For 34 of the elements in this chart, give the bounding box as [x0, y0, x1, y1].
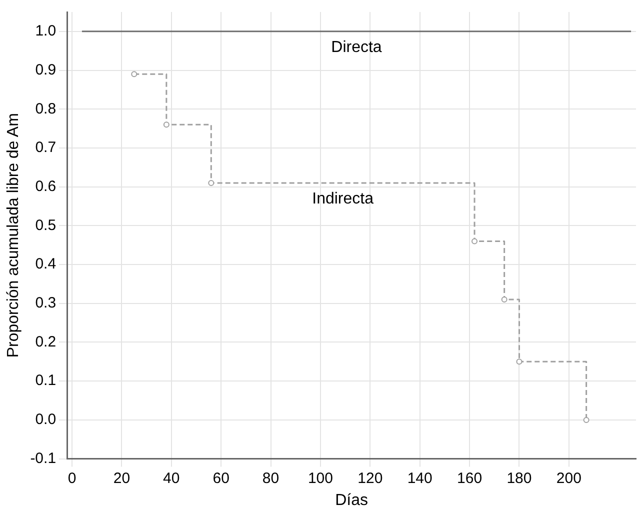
y-tick-label: 0.1: [35, 372, 56, 390]
x-tick-label: 120: [358, 470, 383, 487]
y-tick-label: 0.5: [35, 216, 56, 234]
y-tick-label: 0.2: [35, 333, 56, 350]
x-tick-label: 100: [308, 470, 333, 487]
x-axis-title: Días: [335, 492, 368, 509]
x-tick-label: 60: [212, 470, 230, 487]
y-tick-label: 0.8: [35, 100, 56, 118]
point: [501, 296, 508, 303]
y-tick-label: -0.1: [30, 450, 56, 467]
point: [163, 122, 170, 128]
series-label: Indirecta: [312, 190, 374, 208]
x-tick-label: 40: [163, 470, 180, 487]
x-tick-label: 160: [457, 470, 482, 487]
y-tick-label: 0.6: [35, 178, 56, 195]
y-tick-label: 1.0: [35, 22, 56, 40]
x-tick-label: 20: [113, 470, 130, 487]
y-axis-title: Proporción acumulada libre de Am: [5, 113, 22, 358]
y-tick-label: 0.0: [35, 411, 56, 428]
point: [516, 358, 522, 365]
x-tick-label: 0: [68, 470, 76, 487]
x-tick-label: 140: [407, 470, 432, 487]
x-tick-label: 200: [556, 470, 582, 487]
y-tick-label: 0.9: [35, 61, 56, 78]
y-tick-label: 0.3: [35, 294, 56, 312]
series-label: Directa: [331, 38, 382, 56]
point: [583, 416, 590, 423]
x-tick-label: 80: [262, 470, 280, 487]
point: [208, 180, 214, 186]
y-tick-label: 0.4: [35, 256, 56, 273]
point: [472, 238, 478, 244]
x-tick-label: 180: [506, 470, 532, 487]
y-tick-label: 0.7: [35, 139, 56, 156]
point: [131, 71, 138, 78]
